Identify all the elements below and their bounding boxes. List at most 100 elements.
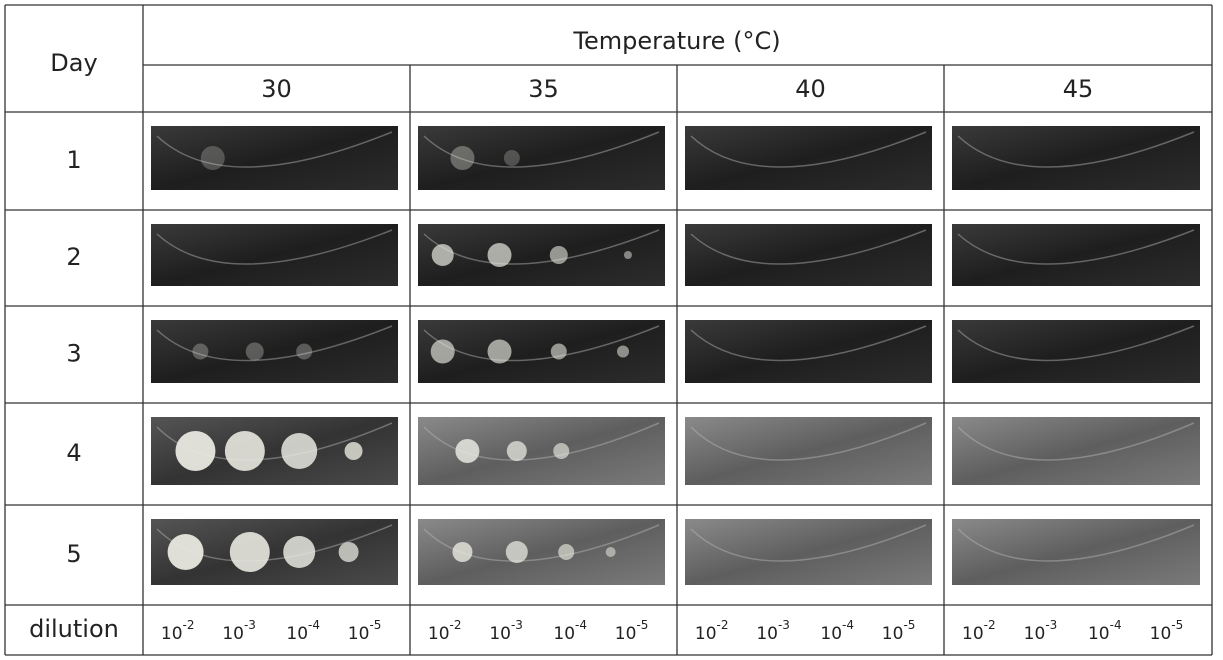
dilution-base: 10 <box>489 624 511 644</box>
dilution-value: 10-4 <box>820 618 854 645</box>
dilution-value: 10-3 <box>1024 618 1058 645</box>
plate-photo <box>685 320 932 383</box>
day-label: 5 <box>66 540 81 568</box>
dilution-base: 10 <box>962 624 984 644</box>
dilution-value: 10-2 <box>962 618 996 645</box>
plate-photo <box>952 320 1200 383</box>
dilution-value: 10-5 <box>882 618 916 645</box>
dilution-base: 10 <box>882 624 904 644</box>
dilution-base: 10 <box>756 624 778 644</box>
dilution-value: 10-4 <box>553 618 587 645</box>
dilution-base: 10 <box>553 624 575 644</box>
dilution-value: 10-3 <box>756 618 790 645</box>
dilution-exponent: -2 <box>450 618 462 632</box>
colony <box>281 433 317 469</box>
dilution-exponent: -3 <box>1045 618 1057 632</box>
colony <box>201 146 225 170</box>
dilution-base: 10 <box>1024 624 1046 644</box>
colony <box>606 547 616 557</box>
plate-photo <box>952 126 1200 190</box>
dilution-exponent: -2 <box>183 618 195 632</box>
colony <box>168 534 204 570</box>
day-header: Day <box>50 49 97 77</box>
dilution-exponent: -4 <box>308 618 320 632</box>
colony <box>507 441 527 461</box>
plate-photo <box>151 320 398 383</box>
colony <box>488 243 512 267</box>
dilution-value: 10-4 <box>1088 618 1122 645</box>
dilution-base: 10 <box>161 624 183 644</box>
dilution-base: 10 <box>695 624 717 644</box>
plate-photo <box>685 224 932 286</box>
dilution-header: dilution <box>29 615 119 643</box>
dilution-base: 10 <box>1088 624 1110 644</box>
dilution-value: 10-5 <box>1150 618 1184 645</box>
colony <box>550 246 568 264</box>
dilution-exponent: -5 <box>903 618 915 632</box>
dilution-value: 10-2 <box>161 618 195 645</box>
dilution-exponent: -4 <box>1110 618 1122 632</box>
colony <box>488 340 512 364</box>
colony <box>617 346 629 358</box>
colony <box>296 344 312 360</box>
dilution-value: 10-2 <box>695 618 729 645</box>
plate-photo <box>151 224 398 286</box>
colony <box>431 340 455 364</box>
temperature-label: 40 <box>795 75 826 103</box>
day-label: 4 <box>66 439 81 467</box>
temperature-label: 35 <box>528 75 559 103</box>
colony <box>339 542 359 562</box>
colony <box>558 544 574 560</box>
temperature-header: Temperature (°C) <box>572 27 780 55</box>
dilution-value: 10-5 <box>615 618 649 645</box>
figure-table: Day Temperature (°C) dilution 3035404512… <box>0 0 1223 660</box>
colony <box>432 244 454 266</box>
plate-photo <box>952 417 1200 485</box>
colony <box>345 442 363 460</box>
plate-photo <box>151 126 398 190</box>
colony <box>283 536 315 568</box>
colony <box>553 443 569 459</box>
colony <box>506 541 528 563</box>
dilution-base: 10 <box>222 624 244 644</box>
dilution-base: 10 <box>1150 624 1172 644</box>
dilution-value: 10-5 <box>348 618 382 645</box>
dilution-base: 10 <box>820 624 842 644</box>
plate-photo <box>685 519 932 585</box>
plate-photo <box>685 126 932 190</box>
dilution-exponent: -4 <box>575 618 587 632</box>
dilution-value: 10-3 <box>222 618 256 645</box>
colony <box>175 431 215 471</box>
plate-photo <box>952 224 1200 286</box>
colony <box>230 532 270 572</box>
colony <box>455 439 479 463</box>
colony <box>192 344 208 360</box>
dilution-exponent: -3 <box>778 618 790 632</box>
colony <box>450 146 474 170</box>
colony <box>504 150 520 166</box>
day-label: 3 <box>66 340 81 368</box>
dilution-base: 10 <box>428 624 450 644</box>
plate-photo <box>685 417 932 485</box>
dilution-exponent: -5 <box>1171 618 1183 632</box>
dilution-base: 10 <box>348 624 370 644</box>
dilution-exponent: -3 <box>244 618 256 632</box>
colony <box>246 343 264 361</box>
dilution-exponent: -2 <box>984 618 996 632</box>
dilution-value: 10-3 <box>489 618 523 645</box>
dilution-base: 10 <box>286 624 308 644</box>
colony <box>225 431 265 471</box>
day-label: 2 <box>66 243 81 271</box>
dilution-value: 10-2 <box>428 618 462 645</box>
plate-photo <box>418 417 665 485</box>
dilution-exponent: -5 <box>636 618 648 632</box>
colony <box>452 542 472 562</box>
colony <box>624 251 632 259</box>
dilution-exponent: -2 <box>717 618 729 632</box>
colony <box>551 344 567 360</box>
dilution-base: 10 <box>615 624 637 644</box>
temperature-label: 45 <box>1063 75 1094 103</box>
dilution-exponent: -4 <box>842 618 854 632</box>
dilution-exponent: -5 <box>369 618 381 632</box>
plate-photo <box>952 519 1200 585</box>
